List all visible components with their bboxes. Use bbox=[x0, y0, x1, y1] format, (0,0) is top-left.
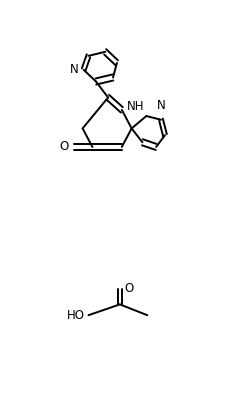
Text: N: N bbox=[69, 63, 78, 76]
Text: HO: HO bbox=[67, 309, 84, 322]
Text: N: N bbox=[156, 99, 165, 112]
Text: O: O bbox=[123, 282, 133, 296]
Text: NH: NH bbox=[126, 100, 144, 113]
Text: O: O bbox=[59, 140, 68, 154]
